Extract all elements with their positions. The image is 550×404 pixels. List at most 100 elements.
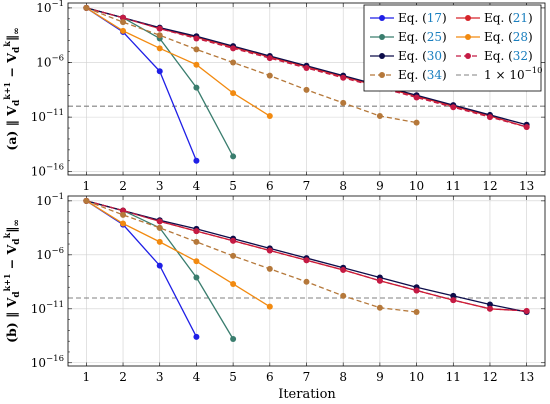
x-tick-label: 7 <box>303 370 311 384</box>
data-point-eq32 <box>523 307 530 314</box>
x-tick-label: 6 <box>266 370 274 384</box>
data-point-eq25 <box>230 153 237 160</box>
legend-label-threshold: 1 × 10−10 <box>484 66 543 82</box>
y-tick-label: 10−16 <box>31 354 64 370</box>
data-point-eq34 <box>266 72 273 79</box>
data-point-eq25 <box>193 84 200 91</box>
data-point-eq32 <box>193 228 200 235</box>
x-tick-label: 3 <box>156 370 164 384</box>
legend-swatch-marker <box>379 34 385 40</box>
x-tick-label: 5 <box>229 179 237 193</box>
y-tick-label: 10−6 <box>36 246 64 262</box>
data-point-eq32 <box>376 277 383 284</box>
data-point-eq17 <box>156 68 163 75</box>
data-point-eq32 <box>450 297 457 304</box>
data-point-eq32 <box>303 64 310 71</box>
x-tick-label: 10 <box>409 179 424 193</box>
data-point-eq32 <box>193 35 200 42</box>
series-line-28 <box>86 7 271 117</box>
legend-swatch-marker <box>379 15 385 21</box>
data-point-eq34 <box>340 292 347 299</box>
data-point-eq32 <box>413 94 420 101</box>
data-point-eq17 <box>156 262 163 269</box>
data-point-eq34 <box>193 238 200 245</box>
data-point-eq32 <box>120 207 127 214</box>
data-point-eq25 <box>193 274 200 281</box>
legend-label: Eq. (30) <box>398 49 447 63</box>
data-point-eq34 <box>413 119 420 126</box>
series-line-34 <box>86 7 417 124</box>
x-tick-label: 1 <box>83 370 91 384</box>
data-point-eq32 <box>156 218 163 225</box>
data-point-eq32 <box>340 74 347 81</box>
data-point-eq32 <box>340 266 347 273</box>
data-point-eq32 <box>523 123 530 130</box>
x-tick-label: 11 <box>446 370 461 384</box>
data-point-eq34 <box>156 224 163 231</box>
series-line-34 <box>86 200 417 313</box>
data-point-eq28 <box>230 90 237 97</box>
legend-swatch-marker <box>379 53 385 59</box>
x-tick-label: 12 <box>482 370 497 384</box>
y-tick-label: 10−1 <box>36 192 64 208</box>
data-point-eq34 <box>413 309 420 316</box>
data-point-eq28 <box>266 113 273 120</box>
x-tick-label: 6 <box>266 179 274 193</box>
data-point-eq34 <box>266 265 273 272</box>
x-tick-label: 5 <box>229 370 237 384</box>
data-point-eq34 <box>156 32 163 39</box>
data-point-eq34 <box>376 113 383 120</box>
x-tick-label: 8 <box>339 179 347 193</box>
x-tick-label: 9 <box>376 179 384 193</box>
x-tick-label: 13 <box>519 370 534 384</box>
data-point-eq32 <box>230 237 237 244</box>
plot-frame <box>67 195 546 367</box>
y-tick-label: 10−11 <box>31 300 64 316</box>
x-tick-label: 9 <box>376 370 384 384</box>
data-point-eq32 <box>303 257 310 264</box>
data-point-eq34 <box>83 4 90 11</box>
data-point-eq32 <box>450 104 457 111</box>
x-tick-label: 12 <box>482 179 497 193</box>
y-tick-label: 10−1 <box>36 0 64 15</box>
data-point-eq32 <box>230 45 237 52</box>
plot-frame <box>67 2 546 176</box>
data-point-eq28 <box>156 238 163 245</box>
data-point-eq34 <box>120 19 127 26</box>
x-tick-label: 2 <box>119 179 127 193</box>
data-point-eq34 <box>230 59 237 66</box>
legend-swatch-marker <box>465 34 471 40</box>
data-point-eq34 <box>303 86 310 93</box>
data-point-eq28 <box>120 220 127 227</box>
x-tick-label: 11 <box>446 179 461 193</box>
data-point-eq28 <box>266 303 273 310</box>
data-point-eq34 <box>230 252 237 259</box>
x-tick-label: 3 <box>156 179 164 193</box>
data-point-eq30 <box>486 301 493 308</box>
x-tick-label: 8 <box>339 370 347 384</box>
x-tick-label: 13 <box>519 179 534 193</box>
legend-box <box>363 4 542 92</box>
legend-label: Eq. (21) <box>484 11 533 25</box>
data-point-eq32 <box>486 305 493 312</box>
data-point-eq28 <box>193 258 200 265</box>
data-point-eq32 <box>413 287 420 294</box>
legend: Eq. (17) Eq. (21) Eq. (25) Eq. (28) Eq. (30)… <box>363 4 543 92</box>
y-axis-label: (b) ‖ Vdk+1 − Vdk‖∞ <box>2 219 22 343</box>
data-point-eq34 <box>83 197 90 204</box>
data-point-eq17 <box>193 333 200 340</box>
data-point-eq34 <box>376 304 383 311</box>
x-tick-label: 2 <box>119 370 127 384</box>
legend-label: Eq. (17) <box>398 11 447 25</box>
y-tick-label: 10−16 <box>31 163 64 179</box>
data-point-eq32 <box>156 25 163 32</box>
legend-swatch-marker <box>465 15 471 21</box>
data-point-eq34 <box>120 211 127 218</box>
data-point-eq28 <box>193 61 200 68</box>
legend-label: Eq. (32) <box>484 49 533 63</box>
y-axis-label: (a) ‖ Vdk+1 − Vdk‖∞ <box>2 27 22 150</box>
x-tick-label: 10 <box>409 370 424 384</box>
legend-swatch-marker <box>379 72 385 78</box>
